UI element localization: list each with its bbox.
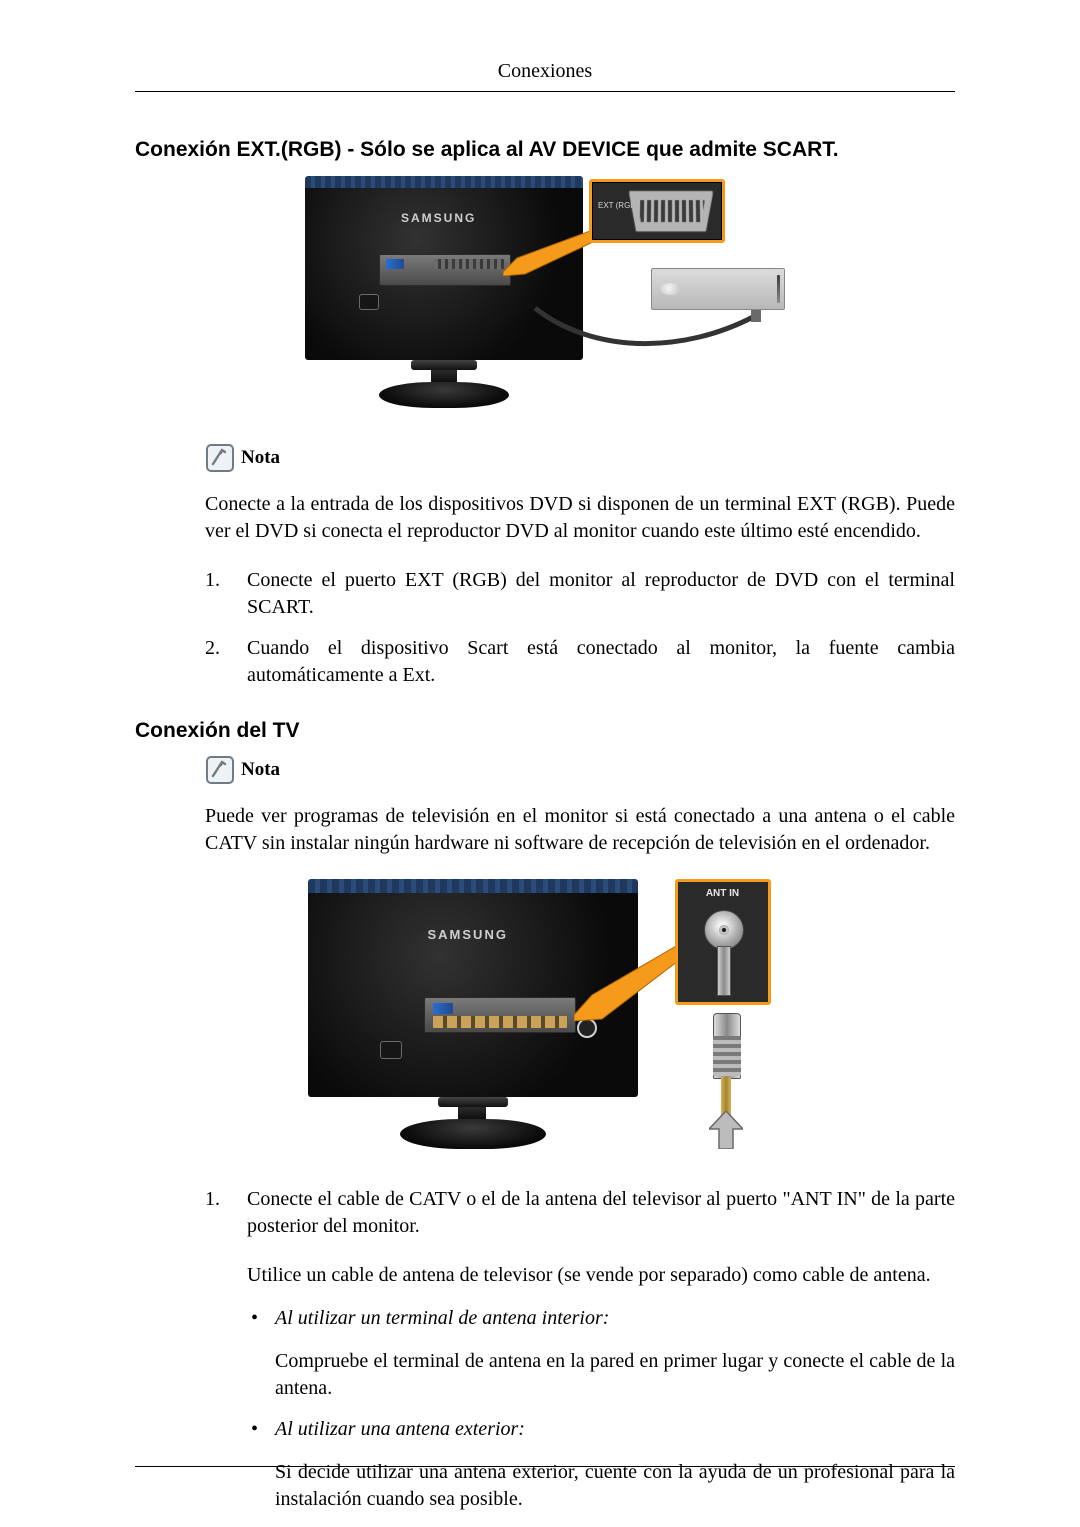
list-item: Al utilizar una antena exterior: Si deci… <box>247 1416 955 1513</box>
monitor-brand: SAMSUNG <box>428 927 508 942</box>
step-text: Conecte el cable de CATV o el de la ante… <box>247 1188 955 1237</box>
note-icon <box>205 755 235 785</box>
running-header: Conexiones <box>135 60 955 83</box>
bullet-title: Al utilizar una antena exterior: <box>275 1418 525 1440</box>
note-text-2: Puede ver programas de televisión en el … <box>205 803 955 857</box>
scart-cable-icon <box>533 306 763 358</box>
antin-callout-label: ANT IN <box>678 888 768 899</box>
rule-top <box>135 91 955 92</box>
monitor-rear-panel <box>379 254 511 286</box>
note-text-1: Conecte a la entrada de los dispositivos… <box>205 491 955 545</box>
callout-pointer-icon <box>574 943 686 1021</box>
note-icon <box>205 443 235 473</box>
dvd-device-icon <box>651 268 785 310</box>
note-label: Nota <box>241 447 280 469</box>
section1-heading: Conexión EXT.(RGB) - Sólo se aplica al A… <box>135 138 955 162</box>
bullet-title: Al utilizar un terminal de antena interi… <box>275 1307 609 1329</box>
step-subtext: Utilice un cable de antena de televisor … <box>247 1262 955 1289</box>
note-block-2: Nota <box>205 755 955 785</box>
bullet-list: Al utilizar un terminal de antena interi… <box>247 1305 955 1513</box>
figure-scart: SAMSUNG EXT (RGB) <box>135 176 955 429</box>
bullet-body: Compruebe el terminal de antena en la pa… <box>275 1348 955 1402</box>
up-arrow-icon <box>709 1111 743 1149</box>
rule-bottom <box>135 1466 955 1467</box>
list-item: Conecte el puerto EXT (RGB) del monitor … <box>205 567 955 621</box>
scart-callout: EXT (RGB) <box>589 179 725 243</box>
monitor-front-button <box>380 1041 402 1059</box>
list-item: Conecte el cable de CATV o el de la ante… <box>205 1186 955 1513</box>
note-label: Nota <box>241 759 280 781</box>
coax-jack-icon <box>704 910 742 992</box>
monitor-brand: SAMSUNG <box>401 211 476 225</box>
monitor-front-button <box>359 294 379 310</box>
callout-pointer-icon <box>503 228 599 276</box>
section1-steps: Conecte el puerto EXT (RGB) del monitor … <box>205 567 955 689</box>
section2-heading: Conexión del TV <box>135 719 955 743</box>
monitor-rear-panel <box>424 997 576 1033</box>
page: Conexiones Conexión EXT.(RGB) - Sólo se … <box>0 0 1080 1527</box>
list-item: Al utilizar un terminal de antena interi… <box>247 1305 955 1402</box>
scart-port-icon <box>627 190 714 232</box>
antin-callout: ANT IN <box>675 879 771 1005</box>
figure-antenna: SAMSUNG ANT IN <box>135 879 955 1172</box>
note-block-1: Nota <box>205 443 955 473</box>
antenna-plug-icon <box>703 1013 749 1151</box>
list-item: Cuando el dispositivo Scart está conecta… <box>205 635 955 689</box>
section2-steps: Conecte el cable de CATV o el de la ante… <box>205 1186 955 1513</box>
bullet-body: Si decide utilizar una antena exterior, … <box>275 1459 955 1513</box>
